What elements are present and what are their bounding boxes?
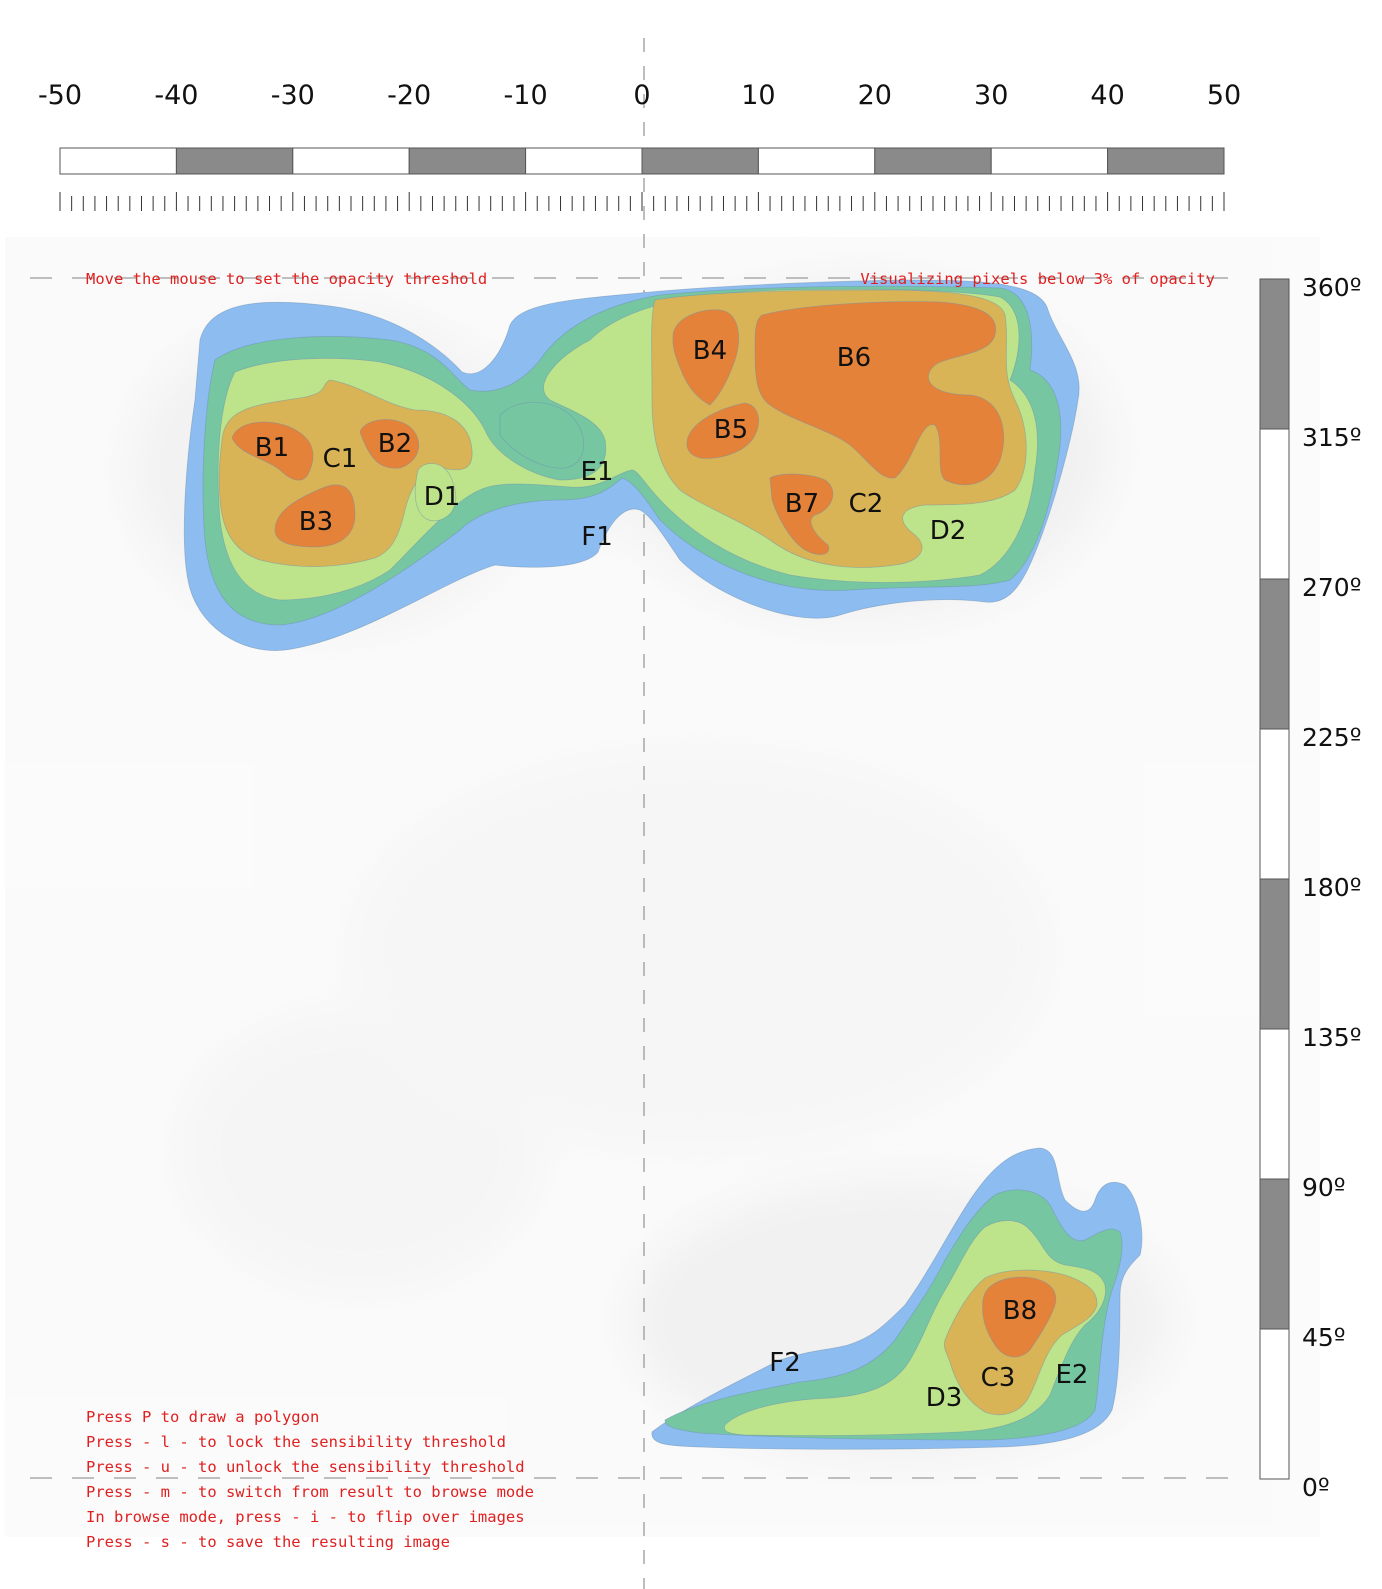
instruction-line: Press - l - to lock the sensibility thre… [86, 1433, 506, 1451]
horizontal-scale-ticks [59, 192, 1225, 211]
horizontal-scale-label: 50 [1207, 80, 1241, 111]
contour-e-island [499, 401, 584, 469]
label-b2: B2 [378, 429, 412, 459]
label-c3: C3 [981, 1363, 1016, 1393]
label-b4: B4 [693, 336, 727, 366]
label-f1: F1 [581, 522, 613, 552]
label-e2: E2 [1056, 1360, 1089, 1390]
scale-segment [525, 147, 643, 175]
horizontal-scale-label: -10 [504, 80, 548, 111]
contour-d-inner [414, 463, 457, 522]
scale-segment [292, 147, 410, 175]
vertical-scale-label: 225º [1302, 723, 1362, 752]
horizontal-scale-label: 10 [741, 80, 775, 111]
instruction-line: In browse mode, press - i - to flip over… [86, 1508, 525, 1526]
vertical-scale-segment [1259, 278, 1290, 430]
horizontal-scale-label: -50 [38, 80, 82, 111]
scale-segment [990, 147, 1109, 175]
vertical-scale-label: 360º [1302, 273, 1362, 302]
vertical-scale-label: 45º [1302, 1323, 1346, 1352]
label-d2: D2 [930, 516, 967, 546]
label-c2: C2 [849, 489, 884, 519]
vertical-scale-bar [1259, 278, 1290, 1480]
label-b1: B1 [255, 433, 289, 463]
horizontal-scale-label: 30 [974, 80, 1008, 111]
label-b7: B7 [785, 489, 819, 519]
label-b5: B5 [714, 415, 748, 445]
forefoot-contours [183, 279, 1080, 651]
contour-b3 [274, 484, 356, 548]
vertical-scale-segment [1259, 728, 1290, 880]
contour-b8 [982, 1276, 1057, 1358]
vertical-scale-label: 270º [1302, 573, 1362, 602]
horizontal-scale-label: 20 [858, 80, 892, 111]
scale-segment [408, 147, 527, 175]
horizontal-scale-label: -20 [387, 80, 431, 111]
vertical-scale-segment [1259, 1328, 1290, 1480]
vertical-scale-segment [1259, 578, 1290, 730]
vertical-scale-label: 0º [1302, 1473, 1330, 1502]
contour-b7 [769, 473, 834, 555]
contour-b6 [754, 301, 1004, 486]
contour-b5 [686, 402, 759, 459]
vertical-scale-label: 180º [1302, 873, 1362, 902]
instruction-line: Press P to draw a polygon [86, 1408, 319, 1426]
contour-b2 [359, 419, 420, 469]
heel-contours [651, 1147, 1143, 1450]
label-b6: B6 [837, 343, 871, 373]
vertical-scale-segment [1259, 1178, 1290, 1330]
horizontal-scale-label: -40 [154, 80, 198, 111]
vertical-scale-segment [1259, 428, 1290, 580]
region-labels: B1 B2 B3 C1 D1 E1 F1 B4 B5 B6 B7 C2 D2 B… [255, 336, 1089, 1413]
horizontal-scale-labels: -50 -40 -30 -20 -10 0 10 20 30 40 50 [38, 80, 1241, 111]
vertical-scale-label: 90º [1302, 1173, 1346, 1202]
vertical-scale-label: 135º [1302, 1023, 1362, 1052]
vertical-scale-segment [1259, 878, 1290, 1030]
label-d1: D1 [424, 482, 461, 512]
vertical-scale-segment [1259, 1028, 1290, 1180]
instruction-line: Press - m - to switch from result to bro… [86, 1483, 534, 1501]
horizontal-scale-bar [59, 147, 1225, 175]
label-c1: C1 [323, 444, 358, 474]
scale-segment [175, 147, 294, 175]
scale-segment [874, 147, 992, 175]
contour-b1 [231, 421, 314, 481]
horizontal-scale-label: 40 [1090, 80, 1124, 111]
status-threshold-hint: Move the mouse to set the opacity thresh… [86, 270, 487, 288]
instruction-line: Press - s - to save the resulting image [86, 1533, 450, 1551]
label-f2: F2 [769, 1348, 801, 1378]
vertical-scale-labels: 360º 315º 270º 225º 180º 135º 90º 45º 0º [1302, 273, 1362, 1502]
horizontal-scale-label: -30 [271, 80, 315, 111]
scale-segment [641, 147, 759, 175]
vertical-scale-label: 315º [1302, 423, 1362, 452]
status-opacity-readout: Visualizing pixels below 3% of opacity [860, 270, 1215, 288]
scale-segment [757, 147, 876, 175]
label-b8: B8 [1003, 1296, 1037, 1326]
horizontal-scale-label: 0 [633, 80, 650, 111]
label-d3: D3 [926, 1383, 963, 1413]
contour-b4 [672, 309, 740, 406]
label-b3: B3 [299, 507, 333, 537]
keyboard-instructions: Press P to draw a polygon Press - l - to… [86, 1408, 534, 1551]
scale-segment [1107, 147, 1225, 175]
label-e1: E1 [581, 457, 614, 487]
scale-segment [59, 147, 177, 175]
instruction-line: Press - u - to unlock the sensibility th… [86, 1458, 525, 1476]
